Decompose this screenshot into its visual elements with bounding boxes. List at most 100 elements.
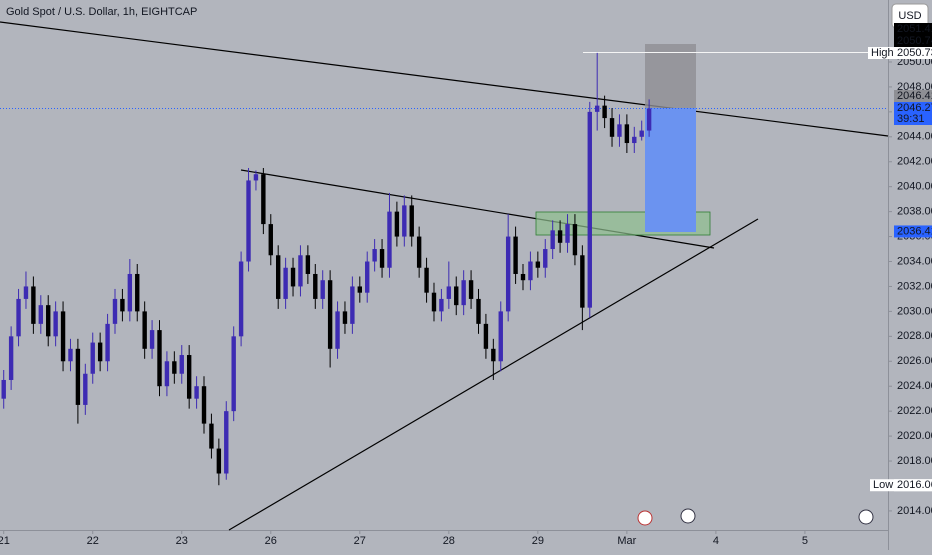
candle-body bbox=[639, 130, 644, 137]
y-tick-label: 2032.00 bbox=[897, 280, 932, 292]
candle-body bbox=[646, 108, 652, 131]
candle-body bbox=[142, 311, 147, 349]
candle-body bbox=[201, 386, 207, 424]
candle-body bbox=[342, 311, 348, 324]
candle-body bbox=[149, 330, 155, 349]
candle-body bbox=[550, 230, 555, 250]
candle-body bbox=[327, 280, 333, 349]
y-tick-label: 2042.00 bbox=[897, 156, 932, 168]
price-label: 2046.27 bbox=[897, 102, 932, 114]
candle-body bbox=[127, 273, 133, 312]
trendline bbox=[0, 21, 889, 137]
candle-body bbox=[587, 111, 592, 308]
candle-body bbox=[365, 261, 370, 293]
x-tick-label: 27 bbox=[354, 535, 366, 547]
candle-body bbox=[231, 336, 236, 412]
candle-body bbox=[68, 348, 73, 362]
y-tick-label: 2050.00 bbox=[897, 56, 932, 68]
price-label-box bbox=[894, 47, 932, 59]
candle-body bbox=[172, 361, 177, 374]
price-text: Low bbox=[873, 479, 893, 491]
candle-body bbox=[290, 267, 296, 287]
candle-body bbox=[617, 124, 622, 137]
candle-body bbox=[305, 255, 311, 274]
candle-body bbox=[90, 342, 95, 374]
candle-body bbox=[461, 280, 466, 306]
candle-body bbox=[238, 261, 244, 337]
candle-body bbox=[179, 355, 184, 374]
candle-body bbox=[476, 298, 481, 324]
x-tick-label: Mar bbox=[617, 535, 636, 547]
price-label: 2050.73 bbox=[897, 47, 932, 59]
price-label: 2051.41 bbox=[897, 23, 932, 35]
candle-body bbox=[46, 305, 51, 337]
y-tick-label: 2022.00 bbox=[897, 405, 932, 417]
candle-body bbox=[8, 336, 14, 380]
countdown-box bbox=[894, 113, 932, 125]
candle-body bbox=[320, 280, 325, 299]
candle-body bbox=[209, 423, 214, 449]
candle-body bbox=[38, 305, 44, 324]
candle-body bbox=[31, 286, 36, 324]
x-tick-label: 26 bbox=[265, 535, 277, 547]
candle-body bbox=[157, 330, 162, 387]
candle-body bbox=[105, 323, 110, 362]
x-tick-label: 21 bbox=[0, 535, 10, 547]
price-label-box bbox=[894, 90, 932, 102]
candle-body bbox=[379, 249, 385, 268]
x-tick-label: 22 bbox=[87, 535, 99, 547]
candle-body bbox=[75, 348, 81, 405]
candle-body bbox=[624, 124, 630, 144]
candle-body bbox=[335, 311, 340, 349]
candle-body bbox=[498, 311, 503, 362]
event-icons bbox=[637, 508, 874, 526]
y-tick-label: 2018.00 bbox=[897, 455, 932, 467]
y-tick-label: 2038.00 bbox=[897, 206, 932, 218]
price-label-box bbox=[894, 35, 932, 47]
candle-body bbox=[513, 236, 518, 274]
y-tick-label: 2048.00 bbox=[897, 81, 932, 93]
candle-body bbox=[424, 267, 429, 293]
candle-body bbox=[313, 273, 318, 299]
y-tick-label: 2028.00 bbox=[897, 330, 932, 342]
y-tick-label: 2026.00 bbox=[897, 355, 932, 367]
currency[interactable]: USD bbox=[898, 10, 921, 22]
candle-body bbox=[602, 105, 607, 119]
price-label-box bbox=[894, 102, 932, 114]
candle-body bbox=[216, 448, 222, 474]
event-icon bbox=[680, 508, 696, 524]
price-label: 2036.41 bbox=[897, 225, 932, 237]
candle-body bbox=[483, 323, 489, 349]
candle-body bbox=[268, 224, 273, 256]
candle-body bbox=[350, 286, 355, 324]
candle-body bbox=[528, 261, 533, 281]
candle-body bbox=[16, 298, 21, 337]
price-text: High bbox=[871, 47, 894, 59]
candle-body bbox=[594, 105, 600, 112]
y-tick-label: 2030.00 bbox=[897, 305, 932, 317]
y-tick-label: 2020.00 bbox=[897, 430, 932, 442]
y-tick-label: 2024.00 bbox=[897, 380, 932, 392]
candle-body bbox=[491, 348, 496, 362]
y-tick-label: 2040.00 bbox=[897, 181, 932, 193]
candle-body bbox=[194, 386, 199, 399]
candle-body bbox=[431, 292, 437, 312]
candle-body bbox=[112, 298, 118, 324]
y-tick-label: 2014.00 bbox=[897, 505, 932, 517]
y-tick-label: 2034.00 bbox=[897, 255, 932, 267]
candle-body bbox=[275, 255, 281, 299]
candle-body bbox=[394, 211, 400, 237]
candle-body bbox=[53, 311, 58, 337]
event-icon bbox=[858, 509, 874, 525]
candle-body bbox=[83, 373, 88, 405]
candle-body bbox=[135, 273, 140, 312]
candle-body bbox=[402, 205, 407, 237]
candle-body bbox=[535, 261, 541, 268]
candle-body bbox=[246, 180, 251, 262]
x-tick-label: 23 bbox=[176, 535, 188, 547]
countdown: 39:31 bbox=[897, 113, 925, 125]
candle-body bbox=[468, 280, 474, 299]
candle-body bbox=[580, 255, 585, 308]
